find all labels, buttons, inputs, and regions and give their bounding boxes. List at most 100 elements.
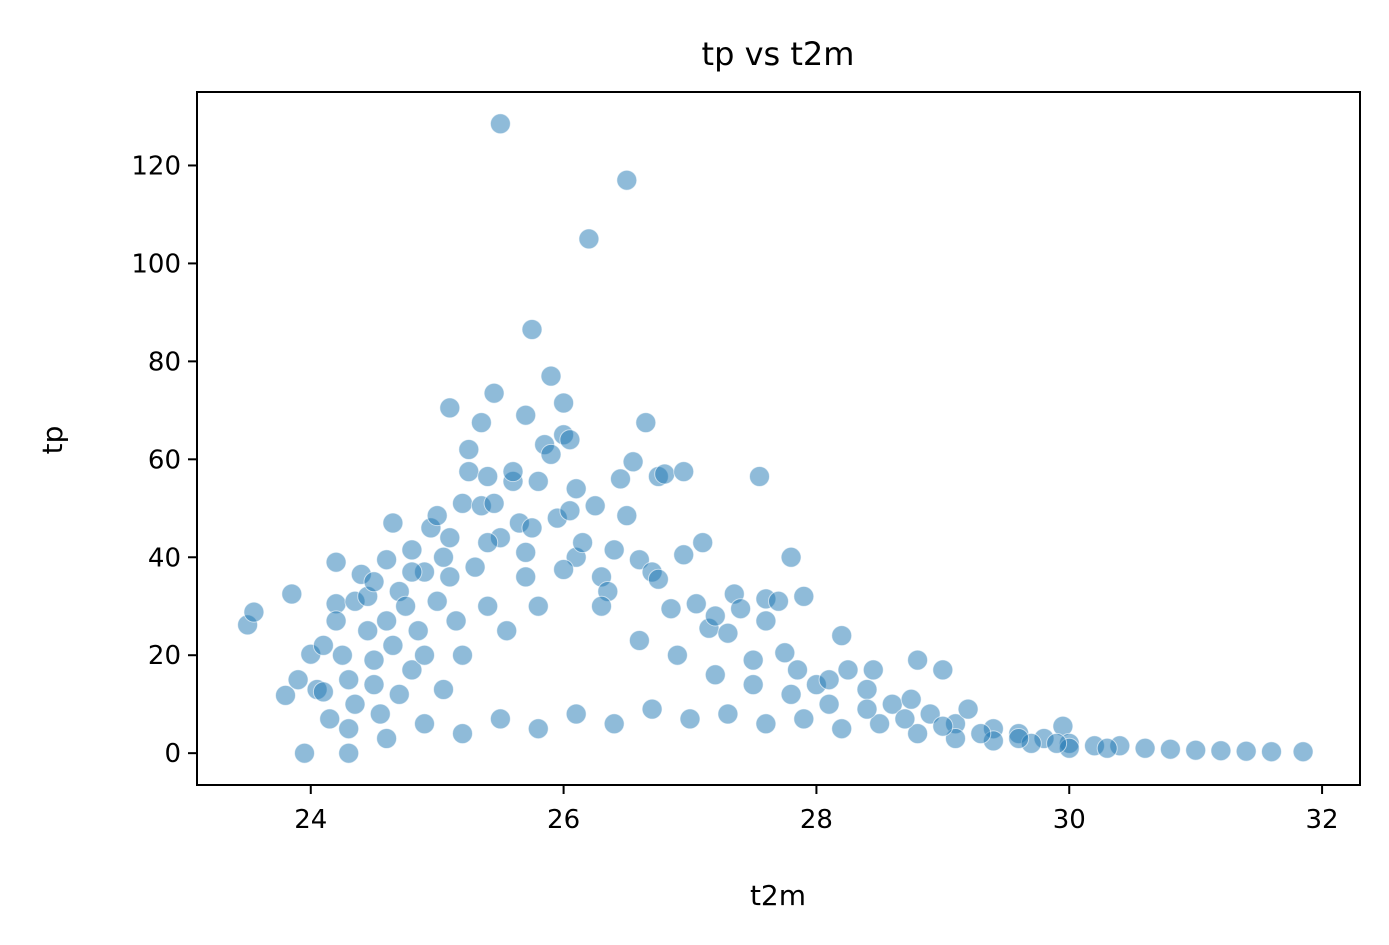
scatter-point [787,659,808,681]
scatter-point [1235,740,1257,762]
scatter-point [312,634,334,656]
scatter-point [439,527,461,549]
scatter-point [610,468,631,490]
scatter-point [900,688,922,710]
scatter-point [572,532,594,554]
scatter-point [376,728,398,749]
scatter-point [319,708,341,730]
scatter-point [907,723,929,745]
scatter-point [243,601,265,623]
scatter-point [426,590,448,612]
scatter-point [483,492,505,514]
scatter-point [489,708,511,730]
points-layer [237,113,1314,764]
scatter-point [515,566,537,588]
scatter-point [768,590,789,612]
scatter-point [894,708,916,730]
scatter-point [831,625,853,647]
scatter-point [477,595,499,617]
scatter-point [818,669,840,691]
scatter-point [603,539,625,561]
scatter-point [774,642,796,664]
scatter-point [780,683,802,705]
scatter-point [635,412,657,434]
scatter-point [679,708,701,730]
x-tick-label: 26 [547,805,580,835]
scatter-point [742,649,764,671]
scatter-point [369,703,391,725]
scatter-point [363,674,385,696]
scatter-point [628,630,650,651]
scatter-point [685,593,707,615]
scatter-point [641,698,663,720]
scatter-point [287,669,309,691]
scatter-point [704,664,726,686]
scatter-point [616,169,638,191]
scatter-point [325,610,347,632]
scatter-point [489,113,511,135]
scatter-point [793,585,815,607]
scatter-point [331,644,353,666]
scatter-point [1210,740,1232,762]
scatter-point [363,571,385,593]
scatter-point [376,549,398,571]
scatter-point [622,451,644,473]
scatter-point [312,681,334,703]
scatter-point [578,228,600,250]
scatter-point [470,412,492,434]
scatter-point [660,598,682,620]
scatter-point [477,532,499,554]
scatter-point [325,551,347,573]
scatter-point [869,713,891,735]
scatter-point [704,605,726,627]
y-tick-label: 40 [148,543,181,573]
scatter-point [338,718,360,740]
scatter-point [856,679,878,700]
scatter-point [452,492,473,514]
scatter-point [458,461,480,483]
scatter-point [338,742,360,764]
y-tick-label: 80 [148,347,181,377]
scatter-point [521,319,543,340]
scatter-point [837,659,859,681]
scatter-point [433,679,454,700]
scatter-point [502,461,524,483]
scatter-point [666,644,688,666]
scatter-point [628,549,650,571]
scatter-point [932,715,954,737]
x-tick-label: 24 [294,805,327,835]
y-tick-label: 60 [148,445,181,475]
scatter-point [275,684,296,706]
scatter-point [382,634,404,656]
scatter-point [654,463,676,485]
scatter-point [742,674,764,696]
scatter-point [862,659,884,681]
scatter-point [281,583,303,605]
scatter-point [382,512,404,534]
scatter-point [464,556,486,578]
scatter-point [1046,732,1068,754]
y-tick-label: 0 [164,739,181,769]
scatter-point [483,382,505,404]
scatter-point [401,561,423,583]
scatter-point [344,693,366,715]
scatter-point [1008,728,1030,749]
scatter-point [294,742,315,764]
x-axis-label: t2m [750,879,806,912]
scatter-point [559,500,581,522]
y-tick-label: 20 [148,641,181,671]
scatter-point [749,466,770,487]
scatter-point [818,693,840,715]
scatter-point [445,610,467,632]
scatter-point [584,495,606,517]
scatter-point [591,595,612,617]
scatter-point [452,644,473,666]
y-tick-label: 120 [131,151,181,181]
scatter-point [414,644,435,666]
y-axis-label: tp [36,426,69,455]
scatter-point [496,620,518,642]
scatter-point [957,698,979,720]
scatter-point [1185,739,1207,761]
y-axis: 0 20 40 60 80 100 120 [131,151,197,769]
scatter-point [553,392,575,414]
